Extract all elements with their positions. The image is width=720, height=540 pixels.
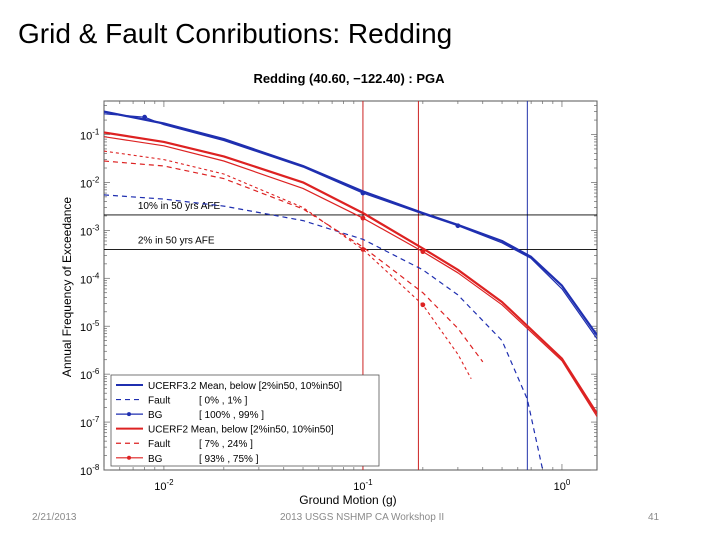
legend-swatch-marker bbox=[127, 412, 131, 417]
legend-entry-name: BG bbox=[148, 454, 163, 465]
y-tick-label: 10-4 bbox=[80, 271, 100, 286]
legend-box bbox=[110, 374, 380, 467]
series-line bbox=[104, 136, 597, 417]
plot-area: 10-2 10-1 100 10-1 10-2 10-3 10-4 10-5 10-6 10-7 1… bbox=[80, 100, 598, 493]
series-point bbox=[360, 247, 366, 252]
footer-center-text: 2013 USGS NSHMP CA Workshop II bbox=[280, 512, 445, 523]
reference-line-label: 2% in 50 yrs AFE bbox=[138, 235, 215, 246]
legend-swatch-marker bbox=[127, 455, 131, 460]
series-point bbox=[360, 215, 366, 221]
legend-entry-name: BG bbox=[148, 410, 163, 421]
series-point bbox=[360, 190, 366, 196]
legend: UCERF3.2 Mean, below [2%in50, 10%in50] Fa… bbox=[110, 374, 380, 467]
slide-title: Grid & Fault Conributions: Redding bbox=[18, 18, 453, 49]
legend-entry-name: Fault bbox=[148, 396, 170, 407]
legend-entry-name: UCERF2 Mean, below [2%in50, 10%in50] bbox=[148, 425, 334, 436]
x-tick-label: 10-2 bbox=[154, 478, 174, 493]
curve-group bbox=[104, 110, 597, 470]
y-tick-label: 10-3 bbox=[80, 223, 100, 238]
y-tick-label: 10-7 bbox=[80, 415, 100, 430]
y-tick-label: 10-6 bbox=[80, 367, 100, 382]
reference-line-label: 10% in 50 yrs AFE bbox=[138, 201, 221, 212]
legend-entry-note: [ 0% , 1% ] bbox=[199, 396, 248, 407]
y-axis-label: Annual Frequency of Exceedance bbox=[60, 197, 74, 377]
series-line bbox=[104, 131, 597, 415]
series-line bbox=[104, 194, 544, 470]
x-tick-label: 100 bbox=[554, 478, 571, 493]
y-tick-label: 10-8 bbox=[80, 463, 100, 478]
legend-entry-note: [ 93% , 75% ] bbox=[199, 454, 259, 465]
series-point bbox=[420, 249, 426, 255]
y-tick-label: 10-1 bbox=[80, 128, 100, 143]
series-line bbox=[104, 110, 597, 336]
y-tick-label: 10-5 bbox=[80, 319, 100, 334]
footer-date: 2/21/2013 bbox=[32, 512, 77, 523]
series-point bbox=[142, 114, 148, 120]
legend-entry-name: UCERF3.2 Mean, below [2%in50, 10%in50] bbox=[148, 381, 342, 392]
footer-page-number: 41 bbox=[648, 512, 660, 523]
legend-entry-note: [ 7% , 24% ] bbox=[199, 439, 253, 450]
legend-entry-note: [ 100% , 99% ] bbox=[199, 410, 264, 421]
chart-title: Redding (40.60, −122.40) : PGA bbox=[253, 71, 445, 86]
minor-ticks bbox=[103, 100, 597, 471]
legend-entry-name: Fault bbox=[148, 439, 170, 450]
series-line bbox=[104, 113, 597, 340]
series-point bbox=[420, 302, 426, 308]
x-tick-label: 10-1 bbox=[353, 478, 373, 493]
x-axis-label: Ground Motion (g) bbox=[299, 493, 396, 507]
series-point bbox=[455, 223, 461, 229]
y-tick-label: 10-2 bbox=[80, 175, 100, 190]
